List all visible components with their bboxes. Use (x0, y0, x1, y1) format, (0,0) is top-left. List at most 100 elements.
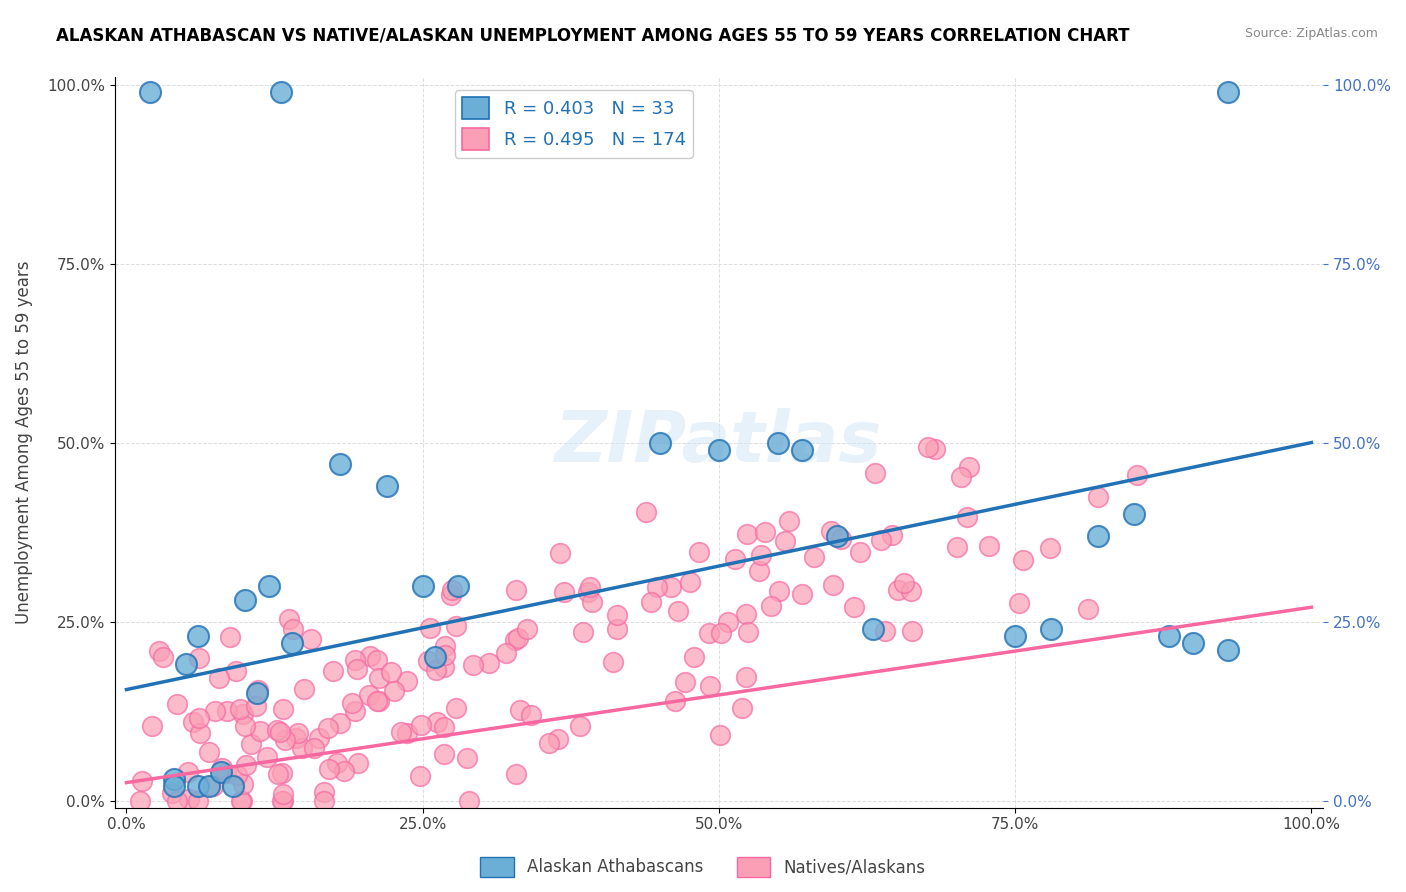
Point (209, 764, 232, 779)
Point (322, 665, 344, 679)
Point (959, 460, 981, 475)
Point (778, 514, 800, 528)
Point (245, 699, 267, 714)
Point (505, 766, 527, 780)
Point (346, 662, 368, 676)
Point (707, 442, 730, 457)
Point (233, 593, 256, 607)
Point (160, 785, 183, 799)
Point (231, 793, 253, 807)
Point (924, 442, 946, 457)
Point (148, 644, 170, 658)
Point (749, 548, 772, 562)
Point (229, 702, 252, 716)
Point (139, 85, 162, 99)
Point (235, 719, 257, 733)
Point (849, 545, 872, 559)
Point (198, 779, 221, 793)
Point (396, 725, 419, 739)
Point (1007, 596, 1029, 610)
Point (240, 737, 263, 751)
Point (830, 532, 852, 546)
Point (396, 674, 419, 689)
Point (333, 764, 356, 779)
Point (257, 579, 280, 593)
Point (207, 671, 229, 685)
Point (163, 772, 186, 786)
Legend: R = 0.403   N = 33, R = 0.495   N = 174: R = 0.403 N = 33, R = 0.495 N = 174 (456, 90, 693, 158)
Point (389, 725, 412, 739)
Point (893, 575, 915, 590)
Point (748, 564, 770, 578)
Point (900, 583, 922, 598)
Point (820, 524, 842, 539)
Point (218, 630, 240, 644)
Point (204, 704, 226, 718)
Point (1218, 643, 1240, 657)
Text: ZIPatlas: ZIPatlas (555, 408, 883, 477)
Point (312, 793, 335, 807)
Point (661, 580, 683, 594)
Point (433, 720, 456, 734)
Point (946, 540, 969, 554)
Point (357, 688, 380, 702)
Point (366, 694, 388, 708)
Point (1122, 507, 1144, 521)
Point (697, 626, 720, 640)
Point (862, 622, 884, 636)
Point (458, 793, 481, 807)
Point (636, 505, 658, 519)
Point (187, 711, 209, 725)
Point (343, 653, 366, 667)
Point (201, 779, 224, 793)
Point (887, 583, 910, 598)
Point (141, 719, 163, 733)
Point (368, 694, 391, 708)
Legend: Alaskan Athabascans, Natives/Alaskans: Alaskan Athabascans, Natives/Alaskans (474, 850, 932, 884)
Point (318, 762, 340, 776)
Point (977, 539, 1000, 553)
Point (683, 650, 706, 665)
Text: ALASKAN ATHABASCAN VS NATIVE/ALASKAN UNEMPLOYMENT AMONG AGES 55 TO 59 YEARS CORR: ALASKAN ATHABASCAN VS NATIVE/ALASKAN UNE… (56, 27, 1130, 45)
Point (547, 731, 569, 746)
Point (754, 524, 776, 539)
Point (444, 619, 467, 633)
Point (569, 719, 592, 733)
Point (578, 580, 600, 594)
Point (710, 625, 733, 640)
Point (666, 604, 689, 618)
Point (271, 765, 294, 780)
Point (166, 793, 188, 807)
Point (308, 731, 330, 746)
Point (188, 726, 211, 740)
Point (366, 653, 388, 667)
Point (516, 622, 538, 636)
Point (271, 793, 294, 807)
Point (270, 85, 292, 99)
Point (737, 624, 759, 639)
Point (1011, 553, 1033, 567)
Point (211, 761, 233, 775)
Point (699, 679, 721, 693)
Point (225, 664, 247, 678)
Point (222, 779, 245, 793)
Point (285, 731, 308, 746)
Point (433, 747, 456, 761)
Point (412, 579, 434, 593)
Point (198, 745, 221, 759)
Point (803, 550, 825, 565)
Point (187, 779, 209, 793)
Y-axis label: Unemployment Among Ages 55 to 59 years: Unemployment Among Ages 55 to 59 years (15, 260, 32, 624)
Point (717, 615, 740, 629)
Point (302, 741, 325, 756)
Point (538, 736, 561, 750)
Point (678, 575, 700, 590)
Point (1087, 528, 1109, 542)
Point (292, 681, 315, 696)
Point (419, 621, 441, 635)
Point (131, 774, 153, 789)
Point (174, 657, 197, 672)
Point (602, 655, 624, 669)
Point (409, 718, 432, 732)
Point (759, 599, 782, 613)
